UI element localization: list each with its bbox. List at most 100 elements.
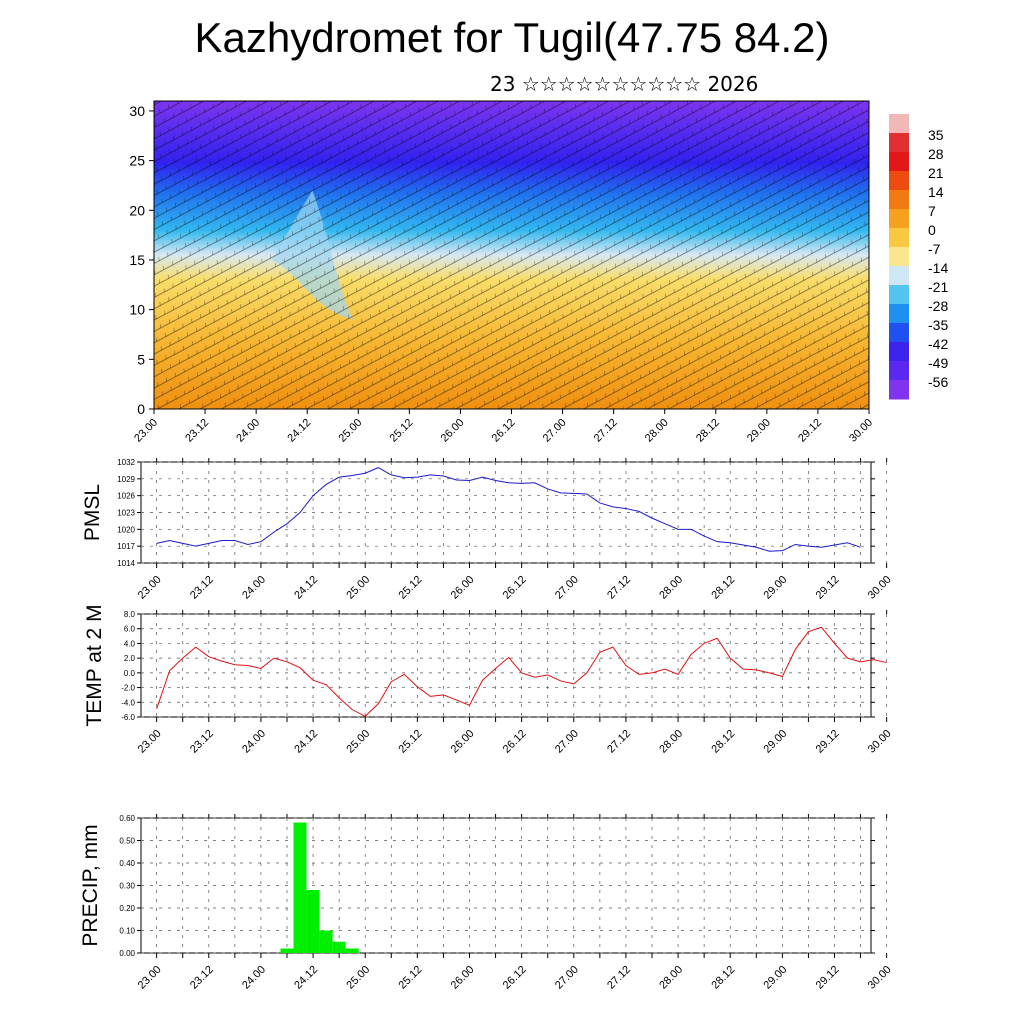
temp-y-tick-label: -2.0 xyxy=(121,684,135,693)
section-x-tick-label: 28.12 xyxy=(694,417,722,445)
colorbar-label: -14 xyxy=(928,260,948,276)
temp-series-line xyxy=(156,626,887,717)
section-x-tick-label: 26.12 xyxy=(490,417,518,445)
section-x-tick-label: 27.00 xyxy=(541,417,569,445)
colorbar-band xyxy=(889,304,909,324)
pmsl-x-tick-label: 26.00 xyxy=(449,574,477,602)
precip-bar xyxy=(280,948,294,953)
precip-panel: 0.00 0.10 0.20 0.30 0.40 0.50 0.60 23.00 23.12 24… xyxy=(79,814,894,992)
precip-y-tick-label: 0.40 xyxy=(119,859,135,868)
pmsl-x-tick-label: 29.00 xyxy=(762,574,790,602)
temp-frame xyxy=(140,613,872,718)
section-x-tick-label: 25.00 xyxy=(336,417,364,445)
temp-x-tick-label: 26.00 xyxy=(449,728,477,756)
colorbar-label: -35 xyxy=(928,317,948,333)
temperature-section-panel: 0 5 10 15 20 25 30 23.00 23.12 24.00 24.12 25.00 25.… xyxy=(129,100,875,445)
pmsl-series-line xyxy=(156,467,861,552)
chart-subtitle: 23 ☆☆☆☆☆☆☆☆☆☆ 2026 xyxy=(490,72,759,96)
section-y-tick-label: 30 xyxy=(129,103,145,119)
pmsl-x-tick-label: 24.12 xyxy=(292,574,320,602)
pmsl-panel: 1014 1017 1020 1023 1026 1029 1032 23.00 23.12 24… xyxy=(81,458,894,602)
temp-x-tick-label: 30.00 xyxy=(866,728,894,756)
colorbar-band xyxy=(889,209,909,229)
pmsl-x-tick-label: 27.00 xyxy=(553,574,581,602)
pmsl-x-tick-label: 26.12 xyxy=(501,574,529,602)
section-y-tick-label: 10 xyxy=(129,302,145,318)
temp-y-tick-label: 4.0 xyxy=(124,639,136,648)
pmsl-x-tick-label: 25.12 xyxy=(397,574,425,602)
temp-x-tick-label: 27.12 xyxy=(605,728,633,756)
section-x-tick-label: 24.12 xyxy=(285,417,313,445)
colorbar-band xyxy=(889,266,909,286)
precip-x-tick-label: 24.12 xyxy=(292,964,320,992)
colorbar-band xyxy=(889,247,909,267)
temp-x-tick-label: 29.12 xyxy=(814,728,842,756)
colorbar-label: 7 xyxy=(928,203,936,219)
temp-x-tick-label: 28.00 xyxy=(657,728,685,756)
section-x-tick-label: 28.00 xyxy=(643,417,671,445)
temp-y-tick-label: -4.0 xyxy=(121,698,135,707)
pmsl-x-tick-label: 29.12 xyxy=(814,574,842,602)
colorbar-band xyxy=(889,342,909,362)
precip-x-tick-label: 25.12 xyxy=(397,964,425,992)
precip-x-tick-label: 28.00 xyxy=(657,964,685,992)
temp-x-tick-label: 23.00 xyxy=(136,728,164,756)
temp-y-tick-label: 8.0 xyxy=(124,610,136,619)
colorbar-label: -28 xyxy=(928,298,948,314)
pmsl-x-tick-label: 28.00 xyxy=(657,574,685,602)
pmsl-y-tick-label: 1023 xyxy=(117,509,135,518)
section-x-tick-label: 30.00 xyxy=(847,417,875,445)
pmsl-y-tick-label: 1032 xyxy=(117,458,135,467)
temp-x-tick-label: 25.12 xyxy=(397,728,425,756)
precip-bar xyxy=(332,941,346,953)
temp-x-tick-label: 28.12 xyxy=(709,728,737,756)
precip-x-tick-label: 30.00 xyxy=(866,964,894,992)
precip-y-tick-label: 0.20 xyxy=(119,904,135,913)
colorbar-label: 14 xyxy=(928,184,944,200)
pmsl-y-tick-label: 1020 xyxy=(117,525,135,534)
temp-x-tick-label: 25.00 xyxy=(344,728,372,756)
pmsl-x-tick-label: 23.12 xyxy=(188,574,216,602)
section-x-tick-label: 23.00 xyxy=(132,417,160,445)
colorbar-label: 21 xyxy=(928,165,944,181)
colorbar-label: -42 xyxy=(928,336,948,352)
temp-x-tick-label: 23.12 xyxy=(188,728,216,756)
precip-x-tick-label: 28.12 xyxy=(709,964,737,992)
precip-x-tick-label: 27.00 xyxy=(553,964,581,992)
pmsl-x-tick-label: 28.12 xyxy=(709,574,737,602)
colorbar-band xyxy=(889,152,909,172)
precip-y-tick-label: 0.10 xyxy=(119,927,135,936)
section-y-tick-label: 20 xyxy=(129,202,145,218)
pmsl-y-tick-label: 1026 xyxy=(117,492,135,501)
section-y-tick-label: 25 xyxy=(129,153,145,169)
colorbar: 35 28 21 14 7 0 -7 -14 -21 -28 -35 -42 -49 -56 xyxy=(889,114,948,400)
pmsl-y-tick-label: 1029 xyxy=(117,475,135,484)
precip-bar xyxy=(345,948,359,953)
precip-x-tick-label: 25.00 xyxy=(344,964,372,992)
colorbar-band xyxy=(889,323,909,343)
colorbar-band xyxy=(889,380,909,400)
temp-y-tick-label: 0.0 xyxy=(124,669,136,678)
precip-x-tick-label: 23.00 xyxy=(136,964,164,992)
section-x-tick-label: 29.12 xyxy=(796,417,824,445)
temp-y-tick-label: 6.0 xyxy=(124,625,136,634)
colorbar-band xyxy=(889,190,909,210)
precip-y-tick-label: 0.50 xyxy=(119,837,135,846)
precip-x-tick-label: 26.12 xyxy=(501,964,529,992)
precip-y-tick-label: 0.60 xyxy=(119,814,135,823)
colorbar-band xyxy=(889,114,909,134)
pmsl-y-axis-title: PMSL xyxy=(81,484,104,541)
pmsl-x-tick-label: 30.00 xyxy=(866,574,894,602)
colorbar-label: 28 xyxy=(928,146,944,162)
precip-x-tick-label: 29.12 xyxy=(814,964,842,992)
precip-frame xyxy=(140,817,872,954)
section-x-tick-label: 26.00 xyxy=(439,417,467,445)
precip-x-tick-label: 26.00 xyxy=(449,964,477,992)
temp-y-axis-title: TEMP at 2 M xyxy=(83,604,106,726)
section-x-tick-label: 25.12 xyxy=(388,417,416,445)
colorbar-band xyxy=(889,171,909,191)
pmsl-x-tick-label: 24.00 xyxy=(240,574,268,602)
temp-panel: -6.0 -4.0 -2.0 0.0 2.0 4.0 6.0 8.0 23.00 23.12 24.… xyxy=(83,604,894,755)
temp-x-tick-label: 24.00 xyxy=(240,728,268,756)
